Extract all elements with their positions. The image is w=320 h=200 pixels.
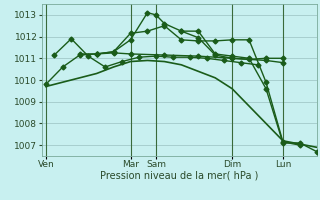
X-axis label: Pression niveau de la mer( hPa ): Pression niveau de la mer( hPa ) (100, 171, 258, 181)
